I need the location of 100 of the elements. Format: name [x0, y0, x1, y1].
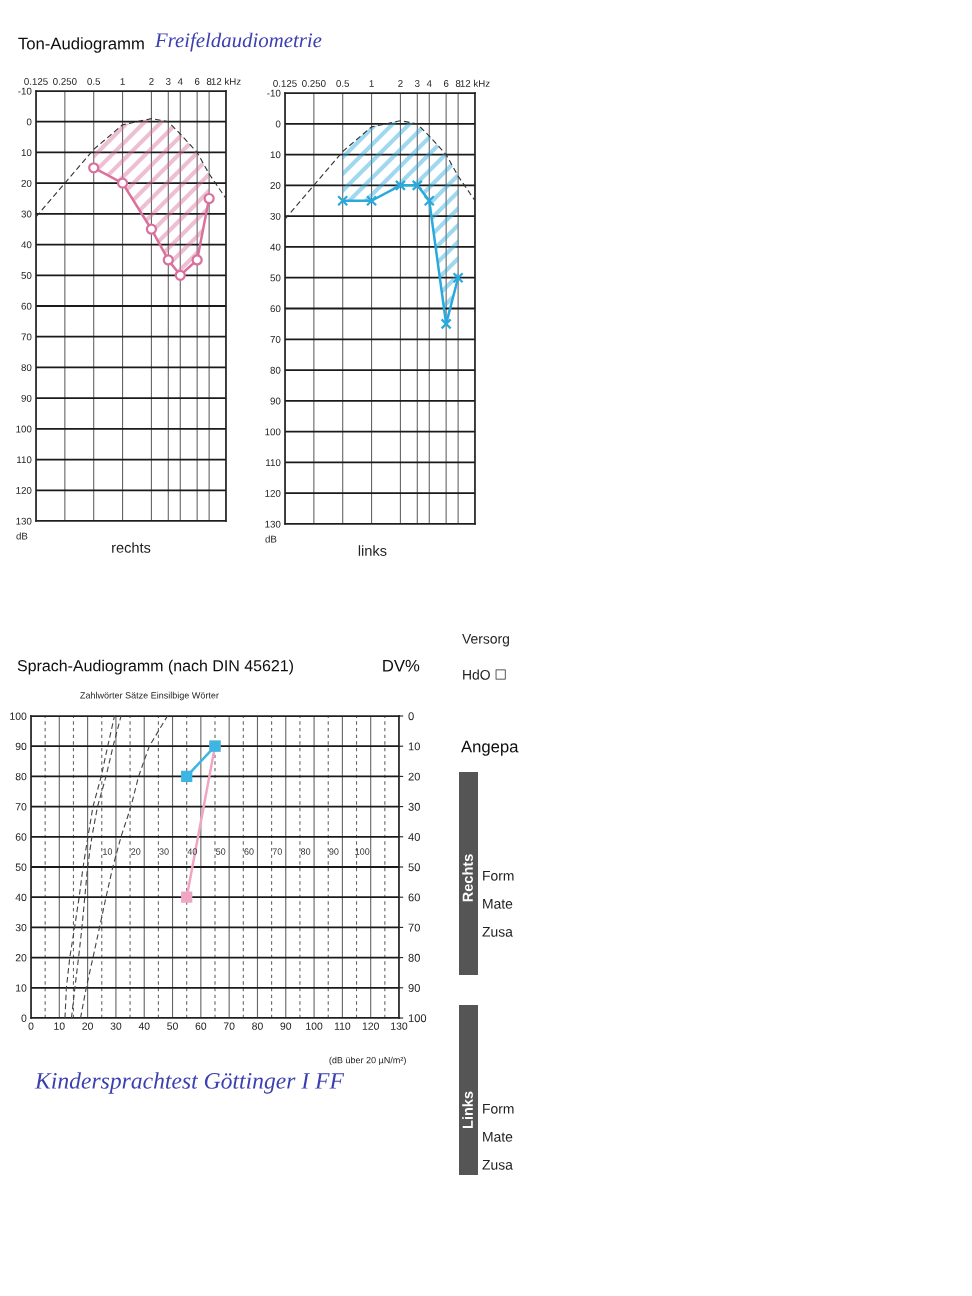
y-tick-label: 110	[17, 456, 32, 464]
chart-title: Ton-Audiogramm	[18, 37, 144, 53]
x-tick-label: 120	[362, 1022, 379, 1030]
y-tick-label: 70	[15, 803, 27, 811]
y-tick-label: 60	[21, 302, 32, 310]
y-tick-label: -10	[18, 87, 32, 95]
x-tick-label: 6	[194, 78, 200, 85]
x2-tick-label: 10	[103, 848, 113, 855]
y-tick-label: 80	[270, 366, 281, 374]
y-tick-label: 50	[21, 272, 32, 279]
x-tick-label: 30	[110, 1022, 122, 1030]
y2-tick-label: 70	[408, 923, 420, 932]
x-tick-label: 4	[177, 78, 183, 85]
x-tick-label: 10	[54, 1022, 65, 1030]
y2-tick-label: 40	[408, 833, 420, 841]
y-tick-label: 90	[21, 394, 32, 402]
y-tick-label: 110	[266, 459, 281, 467]
y-tick-label: 50	[15, 863, 27, 871]
y-tick-label: 40	[21, 241, 32, 249]
y2-tick-label: 100	[408, 1014, 427, 1023]
x-axis-title: links	[358, 545, 387, 556]
x-tick-label: 12 kHz	[460, 79, 490, 87]
y-tick-label: 30	[15, 923, 27, 932]
x-tick-label: 90	[280, 1022, 292, 1030]
y-tick-label: 0	[21, 1014, 27, 1022]
x-tick-label: 2	[149, 78, 154, 85]
y-axis-title: dB	[16, 532, 28, 540]
y-tick-label: 0	[26, 118, 32, 126]
x-tick-label: 130	[391, 1022, 408, 1030]
y-tick-label: 20	[15, 954, 27, 962]
y-tick-label: 70	[270, 336, 281, 343]
x-axis-title: rechts	[112, 542, 151, 553]
x2-tick-label: 80	[300, 848, 311, 855]
x-tick-label: 20	[82, 1022, 93, 1030]
y-tick-label: 40	[15, 893, 27, 902]
text: Kindersprachtest Göttinger I FF	[34, 1072, 345, 1094]
x-tick-label: 80	[252, 1022, 263, 1030]
y-tick-label: 60	[15, 833, 27, 841]
y-tick-label: -10	[267, 89, 281, 97]
x-tick-label: 12 kHz	[211, 77, 241, 85]
text: Mate	[483, 899, 513, 909]
y-tick-label: 50	[270, 274, 281, 282]
x-tick-label: 8	[455, 80, 461, 87]
text: Form	[483, 1104, 514, 1114]
x-tick-label: 60	[195, 1022, 207, 1030]
y-tick-label: 100	[265, 428, 281, 436]
x-tick-label: 50	[167, 1022, 178, 1030]
y2-tick-label: 0	[408, 712, 414, 721]
y-tick-label: 20	[270, 182, 281, 189]
y-tick-label: 90	[15, 742, 27, 751]
x2-tick-label: 90	[329, 848, 339, 855]
y-tick-label: 70	[21, 333, 32, 341]
y-tick-label: 130	[265, 520, 281, 528]
text: HdO ☐	[463, 669, 506, 680]
x-tick-label: 100	[306, 1022, 323, 1030]
x-tick-label: 1	[120, 78, 125, 85]
x-tick-label: 8	[206, 78, 212, 85]
text: Angepa	[461, 740, 519, 756]
y2-tick-label: 80	[408, 953, 420, 962]
x-tick-label: 1	[369, 80, 374, 87]
y2-tick-label: 50	[408, 863, 420, 872]
x-tick-label: 110	[334, 1022, 351, 1030]
x-tick-label: 3	[165, 78, 171, 85]
text: Versorg	[462, 634, 509, 647]
y-tick-label: 10	[16, 984, 27, 992]
x2-tick-label: 60	[244, 848, 254, 855]
x-tick-label: 0.250	[302, 80, 326, 87]
y2-tick-label: 90	[408, 984, 420, 992]
y-tick-label: 80	[21, 364, 32, 372]
y-tick-label: 100	[16, 425, 32, 433]
y2-axis-title: DV%	[383, 659, 420, 672]
y-tick-label: 130	[16, 517, 32, 525]
x-tick-label: 0.5	[87, 78, 101, 85]
y-axis-title: dB	[265, 535, 277, 543]
y2-tick-label: 60	[408, 893, 420, 902]
text: Mate	[483, 1132, 513, 1142]
x2-tick-label: 30	[159, 848, 169, 855]
y-tick-label: 10	[270, 151, 281, 159]
text: Zusa	[482, 1160, 513, 1170]
text: Links	[462, 1091, 473, 1129]
text: Form	[483, 871, 514, 881]
text: Zusa	[482, 927, 513, 937]
y-tick-label: 40	[270, 243, 281, 251]
x-tick-label: 0.125	[273, 80, 297, 87]
x2-tick-label: 100	[355, 848, 370, 855]
y2-tick-label: 10	[408, 742, 420, 751]
x2-tick-label: 50	[216, 848, 226, 855]
y-tick-label: 60	[270, 305, 281, 313]
y-tick-label: 20	[21, 179, 32, 187]
y-tick-label: 90	[270, 397, 281, 405]
y2-tick-label: 20	[408, 772, 420, 781]
y-tick-label: 100	[10, 712, 27, 720]
y-tick-label: 30	[21, 210, 32, 218]
y-tick-label: 30	[270, 212, 281, 220]
x-tick-label: 6	[443, 80, 449, 87]
y-tick-label: 120	[16, 487, 32, 494]
x2-tick-label: 20	[131, 848, 141, 855]
y-tick-label: 120	[265, 489, 281, 497]
y-tick-label: 80	[15, 772, 27, 781]
x-tick-label: 40	[138, 1022, 150, 1030]
